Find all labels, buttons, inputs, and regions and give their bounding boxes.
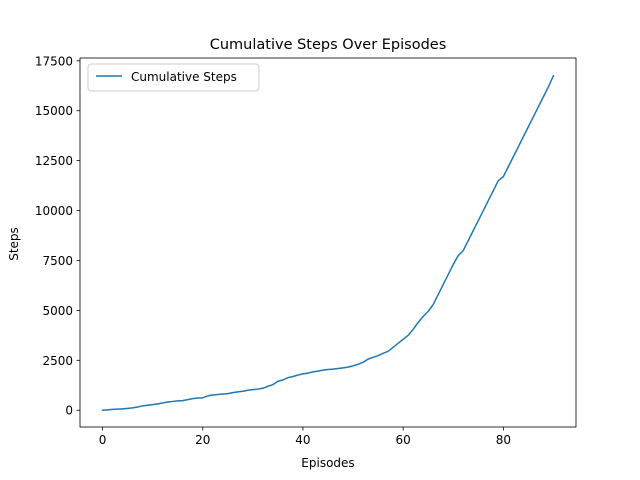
y-tick-label: 10000 <box>35 204 73 218</box>
x-tick-label: 80 <box>496 433 511 447</box>
legend-label-cumulative-steps: Cumulative Steps <box>131 70 237 84</box>
y-axis-label: Steps <box>7 227 21 261</box>
legend: Cumulative Steps <box>87 63 260 92</box>
x-tick-label: 40 <box>295 433 310 447</box>
y-tick-label: 17500 <box>35 54 73 68</box>
y-tick-label: 7500 <box>42 254 73 268</box>
plot-area: 0 20 40 60 80 0 2500 5000 7500 10000 12500 15000 175… <box>35 54 577 447</box>
chart-title: Cumulative Steps Over Episodes <box>210 37 447 53</box>
x-tick-label: 20 <box>195 433 210 447</box>
y-tick-label: 0 <box>65 404 73 418</box>
series-line-cumulative-steps <box>101 74 555 412</box>
y-tick-label: 2500 <box>42 354 73 368</box>
x-tick-label: 60 <box>396 433 411 447</box>
legend-box <box>87 63 260 92</box>
y-tick-label: 12500 <box>35 154 73 168</box>
axes-frame <box>79 57 577 428</box>
x-axis-label: Episodes <box>301 456 354 470</box>
x-tick-label: 0 <box>99 433 107 447</box>
y-tick-label: 5000 <box>42 304 73 318</box>
y-tick-label: 15000 <box>35 104 73 118</box>
